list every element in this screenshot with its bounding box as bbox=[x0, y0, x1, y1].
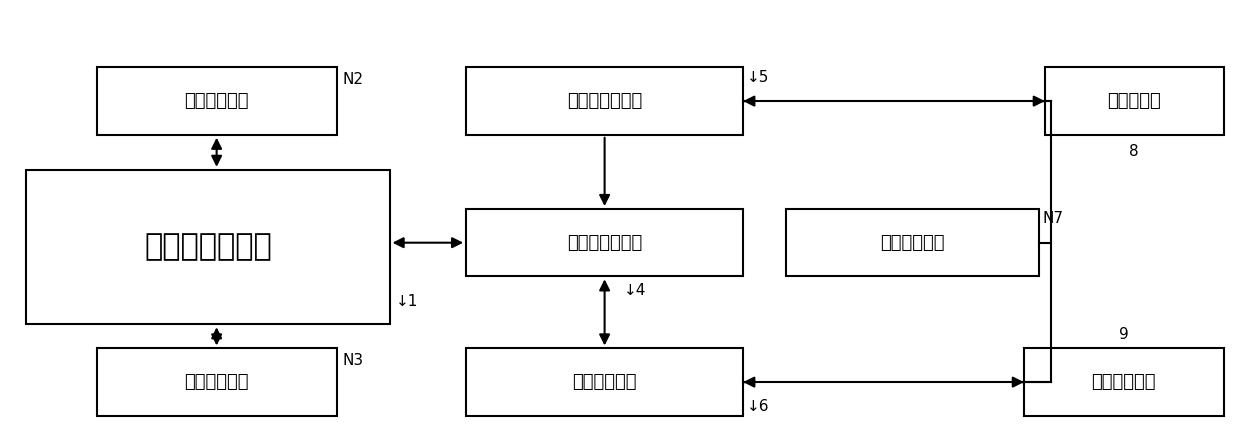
Text: 配电系统模块: 配电系统模块 bbox=[1091, 373, 1156, 391]
Text: 信号采集模块: 信号采集模块 bbox=[880, 234, 945, 252]
Bar bbox=[786, 209, 1039, 277]
Bar bbox=[1045, 67, 1224, 135]
Text: ↓1: ↓1 bbox=[396, 294, 418, 309]
Bar bbox=[26, 170, 389, 325]
Text: 故障分类模块: 故障分类模块 bbox=[185, 373, 249, 391]
Text: 9: 9 bbox=[1118, 327, 1128, 342]
Bar bbox=[466, 67, 743, 135]
Bar bbox=[1024, 349, 1224, 416]
Bar bbox=[97, 67, 337, 135]
Text: ↓5: ↓5 bbox=[746, 70, 769, 84]
Text: ↓6: ↓6 bbox=[746, 399, 769, 414]
Text: N3: N3 bbox=[343, 353, 365, 368]
Text: 传感器检测模块: 传感器检测模块 bbox=[567, 92, 642, 110]
Text: 显示控制模块: 显示控制模块 bbox=[185, 92, 249, 110]
Text: 系统检测模块: 系统检测模块 bbox=[573, 373, 637, 391]
Text: ↓4: ↓4 bbox=[624, 283, 646, 298]
Text: N7: N7 bbox=[1043, 211, 1064, 226]
Text: 8: 8 bbox=[1130, 143, 1140, 159]
Text: N2: N2 bbox=[343, 71, 363, 87]
Text: 信号预处理模块: 信号预处理模块 bbox=[567, 234, 642, 252]
Bar bbox=[466, 349, 743, 416]
Text: 检测系统处理器: 检测系统处理器 bbox=[144, 233, 272, 262]
Bar bbox=[466, 209, 743, 277]
Text: 传感器模块: 传感器模块 bbox=[1107, 92, 1161, 110]
Bar bbox=[97, 349, 337, 416]
